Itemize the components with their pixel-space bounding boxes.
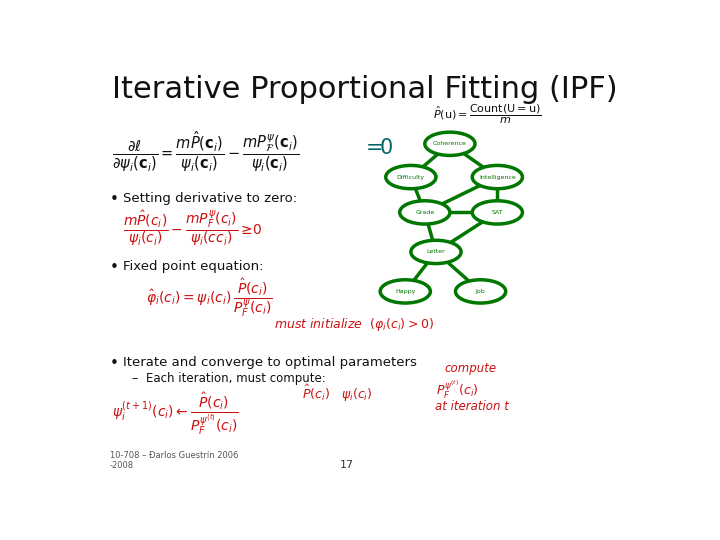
- Text: –: –: [132, 372, 138, 384]
- Text: compute: compute: [444, 362, 497, 375]
- Text: $=\!\!0$: $=\!\!0$: [361, 138, 393, 158]
- Text: Grade: Grade: [415, 210, 434, 215]
- Text: Each iteration, must compute:: Each iteration, must compute:: [145, 372, 325, 384]
- Text: •: •: [109, 192, 118, 207]
- Ellipse shape: [456, 280, 505, 303]
- Text: SAT: SAT: [492, 210, 503, 215]
- Ellipse shape: [411, 240, 461, 264]
- Text: Fixed point equation:: Fixed point equation:: [124, 260, 264, 273]
- Text: $\hat{P}(\mathrm{u}) = \dfrac{\mathrm{Count}(\mathrm{U}=\mathrm{u})}{m}$: $\hat{P}(\mathrm{u}) = \dfrac{\mathrm{Co…: [433, 102, 542, 126]
- Text: 17: 17: [340, 460, 354, 470]
- Text: Setting derivative to zero:: Setting derivative to zero:: [124, 192, 297, 205]
- Text: $\hat{P}(c_i) \quad \psi_i(c_i)$: $\hat{P}(c_i) \quad \psi_i(c_i)$: [302, 383, 372, 404]
- Text: must initialize  $(\varphi_i(c_i) > 0)$: must initialize $(\varphi_i(c_i) > 0)$: [274, 316, 434, 333]
- Ellipse shape: [386, 165, 436, 188]
- Text: Coherence: Coherence: [433, 141, 467, 146]
- Ellipse shape: [380, 280, 431, 303]
- Text: Iterate and converge to optimal parameters: Iterate and converge to optimal paramete…: [124, 356, 418, 369]
- Text: Difficulty: Difficulty: [397, 174, 425, 180]
- Text: 10-708 – Đarlos Guestrín 2006
-2008: 10-708 – Đarlos Guestrín 2006 -2008: [109, 451, 238, 470]
- Text: Job: Job: [476, 289, 485, 294]
- Ellipse shape: [472, 165, 523, 188]
- Text: $\hat{\varphi}_i(c_i) = \psi_i(c_i)\,\dfrac{\hat{P}(c_i)}{P^\psi_F(c_i)}$: $\hat{\varphi}_i(c_i) = \psi_i(c_i)\,\df…: [145, 277, 272, 319]
- Text: $\dfrac{\partial \ell}{\partial \psi_i(\mathbf{c}_i)} = \dfrac{m\hat{P}(\mathbf{: $\dfrac{\partial \ell}{\partial \psi_i(\…: [112, 129, 300, 174]
- Ellipse shape: [472, 201, 523, 224]
- Ellipse shape: [425, 132, 475, 156]
- Text: $P^{\psi^{(t)}}_F(c_i)$: $P^{\psi^{(t)}}_F(c_i)$: [436, 379, 479, 401]
- Text: Intelligence: Intelligence: [479, 174, 516, 180]
- Text: Letter: Letter: [426, 249, 446, 254]
- Text: Iterative Proportional Fitting (IPF): Iterative Proportional Fitting (IPF): [112, 75, 618, 104]
- Text: $\psi_i^{(t+1)}(c_i) \leftarrow \dfrac{\hat{P}(c_i)}{P^{\psi^{(t)}}_F(c_i)}$: $\psi_i^{(t+1)}(c_i) \leftarrow \dfrac{\…: [112, 391, 239, 437]
- Text: •: •: [109, 260, 118, 275]
- Text: •: •: [109, 356, 118, 371]
- Text: at iteration t: at iteration t: [435, 400, 509, 413]
- Ellipse shape: [400, 201, 450, 224]
- Text: $\dfrac{m\hat{P}(c_i)}{\psi_i(c_i)} - \dfrac{mP^\psi_F(c_i)}{\psi_i(cc_i)} \geq\: $\dfrac{m\hat{P}(c_i)}{\psi_i(c_i)} - \d…: [124, 208, 264, 248]
- Text: Happy: Happy: [395, 289, 415, 294]
